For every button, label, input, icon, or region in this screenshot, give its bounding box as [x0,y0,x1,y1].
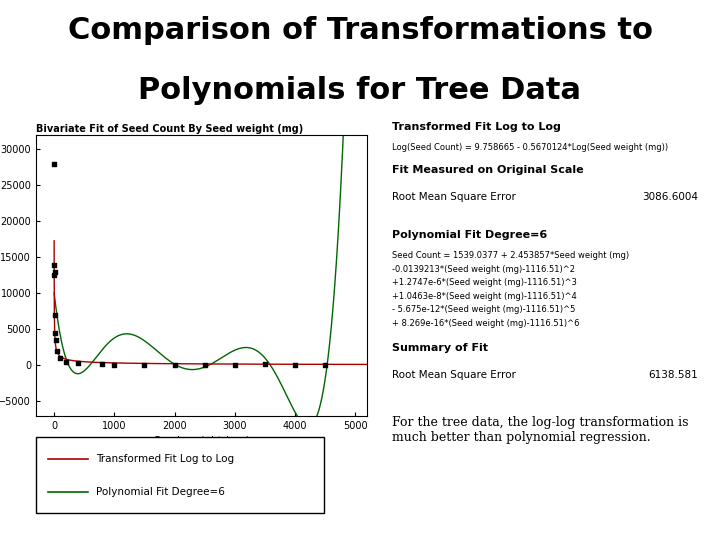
Text: Polynomial Fit Degree=6: Polynomial Fit Degree=6 [96,487,225,497]
Text: Polynomial Fit Degree=6: Polynomial Fit Degree=6 [392,230,548,240]
Text: +1.2747e-6*(Seed weight (mg)-1116.51)^3: +1.2747e-6*(Seed weight (mg)-1116.51)^3 [392,278,577,287]
Text: Transformed Fit Log to Log: Transformed Fit Log to Log [96,454,235,463]
Point [168,360,180,369]
Point [49,271,60,280]
Point [199,361,210,369]
Point [49,310,60,319]
Point [49,267,60,276]
Text: Log(Seed Count) = 9.758665 - 0.5670124*Log(Seed weight (mg)): Log(Seed Count) = 9.758665 - 0.5670124*L… [392,143,669,152]
Point [289,360,301,369]
Point [96,360,108,368]
Text: 6138.581: 6138.581 [649,370,698,380]
Text: Fit Measured on Original Scale: Fit Measured on Original Scale [392,165,584,175]
Point [50,336,61,345]
Point [139,361,150,369]
Text: Comparison of Transformations to: Comparison of Transformations to [68,16,652,45]
Text: Transformed Fit Log to Log: Transformed Fit Log to Log [392,122,562,132]
Point [73,359,84,368]
Text: -0.0139213*(Seed weight (mg)-1116.51)^2: -0.0139213*(Seed weight (mg)-1116.51)^2 [392,265,575,274]
Text: Root Mean Square Error: Root Mean Square Error [392,192,516,202]
Text: - 5.675e-12*(Seed weight (mg)-1116.51)^5: - 5.675e-12*(Seed weight (mg)-1116.51)^5 [392,305,576,314]
Point [229,360,240,369]
Point [49,159,60,168]
Point [50,329,61,338]
Text: For the tree data, the log-log transformation is
much better than polynomial reg: For the tree data, the log-log transform… [392,416,689,444]
Text: 3086.6004: 3086.6004 [642,192,698,202]
Point [54,354,66,362]
Text: Bivariate Fit of Seed Count By Seed weight (mg): Bivariate Fit of Seed Count By Seed weig… [36,124,303,134]
Text: Seed Count = 1539.0377 + 2.453857*Seed weight (mg): Seed Count = 1539.0377 + 2.453857*Seed w… [392,251,629,260]
Point [49,260,60,269]
Text: + 8.269e-16*(Seed weight (mg)-1116.51)^6: + 8.269e-16*(Seed weight (mg)-1116.51)^6 [392,319,580,328]
Text: Summary of Fit: Summary of Fit [392,343,488,353]
Text: +1.0463e-8*(Seed weight (mg)-1116.51)^4: +1.0463e-8*(Seed weight (mg)-1116.51)^4 [392,292,577,301]
Point [259,360,271,369]
Point [319,361,330,369]
Point [60,357,72,366]
Point [109,360,120,369]
Point [51,347,63,355]
X-axis label: Seed w eight (mg): Seed w eight (mg) [154,436,249,446]
Text: Root Mean Square Error: Root Mean Square Error [392,370,516,380]
Text: Polynomials for Tree Data: Polynomials for Tree Data [138,76,582,105]
